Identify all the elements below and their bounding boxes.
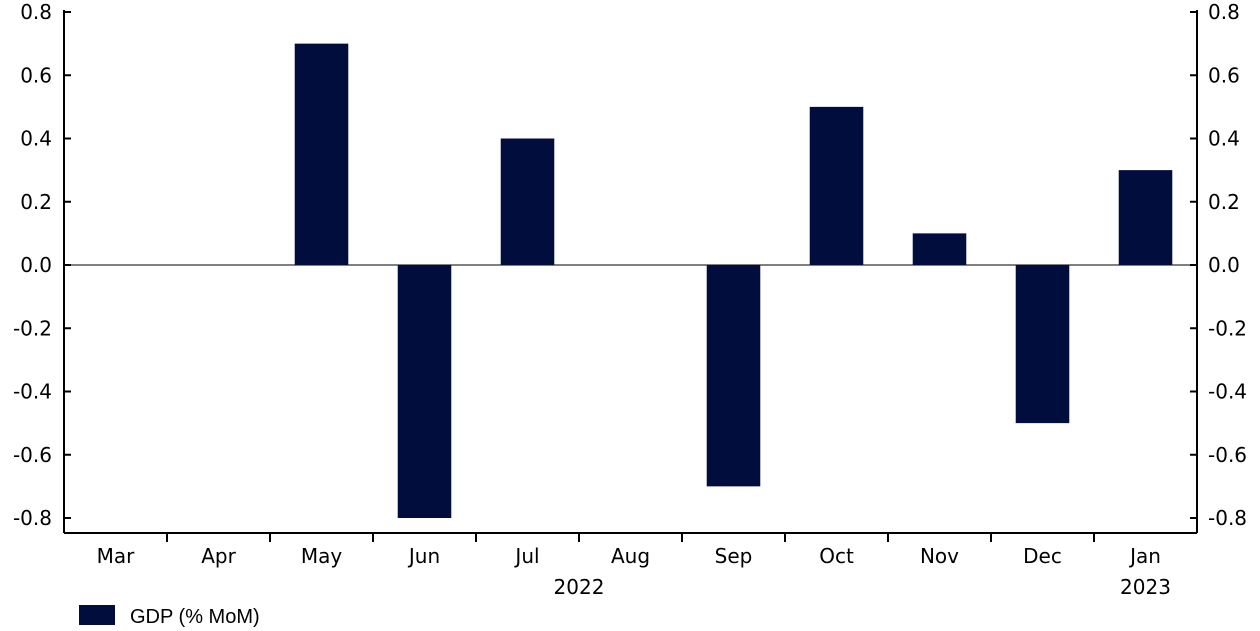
bar-jan — [1118, 170, 1173, 265]
axes — [63, 10, 1198, 542]
legend-label: GDP (% MoM) — [130, 606, 260, 628]
y-tick-label-left: 0.4 — [20, 127, 52, 151]
x-tick-label: Sep — [715, 544, 753, 568]
y-tick-label-left: 0.6 — [20, 63, 52, 87]
y-tick-label-left: -0.4 — [13, 380, 52, 404]
y-tick-label-right: 0.6 — [1208, 63, 1240, 87]
bar-oct — [809, 106, 864, 265]
bar-jul — [500, 138, 555, 265]
bar-dec — [1015, 265, 1070, 424]
y-tick-label-right: -0.6 — [1208, 443, 1247, 467]
y-tick-label-left: 0.2 — [20, 190, 52, 214]
y-tick-label-right: 0.0 — [1208, 253, 1240, 277]
x-tick-label: Mar — [97, 544, 136, 568]
y-tick-label-right: -0.2 — [1208, 316, 1247, 340]
year-label: 2022 — [554, 575, 605, 599]
bar-sep — [706, 265, 761, 487]
x-tick-label: Nov — [920, 544, 959, 568]
y-tick-label-right: -0.4 — [1208, 380, 1247, 404]
x-tick-label: May — [301, 544, 343, 568]
bars — [294, 43, 1173, 518]
bar-may — [294, 43, 349, 265]
x-tick-label: Jan — [1128, 544, 1161, 568]
x-tick-label: Dec — [1023, 544, 1062, 568]
y-tick-label-right: -0.8 — [1208, 506, 1247, 530]
tick-labels: 0.8 0.8 0.6 0.6 0.4 0.4 0.2 0.2 0.0 0.0 -0.2 -0.2 -0… — [13, 0, 1247, 599]
x-tick-label: Jul — [513, 544, 539, 568]
x-tick-label: Apr — [201, 544, 236, 568]
y-tick-label-right: 0.8 — [1208, 0, 1240, 24]
y-tick-label-right: 0.4 — [1208, 127, 1240, 151]
bar-nov — [912, 233, 967, 265]
y-tick-label-right: 0.2 — [1208, 190, 1240, 214]
y-tick-label-left: 0.8 — [20, 0, 52, 24]
bar-jun — [397, 265, 452, 518]
y-tick-label-left: 0.0 — [20, 253, 52, 277]
x-tick-label: Aug — [611, 544, 650, 568]
y-tick-label-left: -0.6 — [13, 443, 52, 467]
legend: GDP (% MoM) — [79, 605, 260, 628]
x-tick-label: Jun — [407, 544, 440, 568]
year-label: 2023 — [1120, 575, 1171, 599]
y-tick-label-left: -0.2 — [13, 316, 52, 340]
x-tick-label: Oct — [819, 544, 854, 568]
y-tick-label-left: -0.8 — [13, 506, 52, 530]
legend-swatch — [79, 605, 115, 625]
